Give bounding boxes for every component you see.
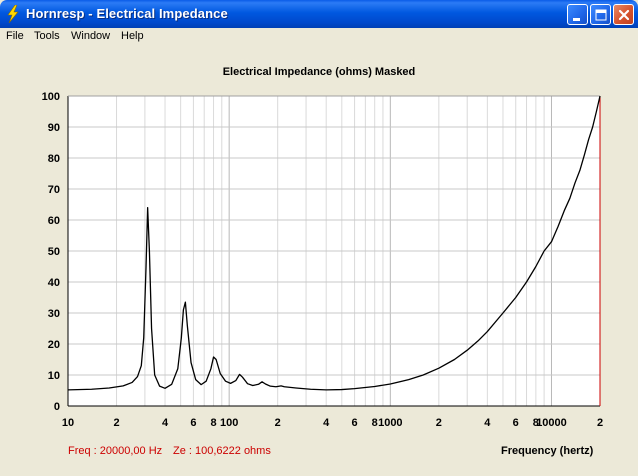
- x-tick-label: 6: [513, 417, 519, 429]
- lightning-bolt-icon: [7, 5, 19, 23]
- title-bar: Hornresp - Electrical Impedance: [0, 0, 638, 28]
- status-impedance: Ze : 100,6222 ohms: [173, 445, 271, 457]
- x-tick-label: 4: [323, 417, 330, 429]
- y-tick-label: 20: [48, 339, 60, 351]
- minimize-button[interactable]: [567, 4, 588, 25]
- x-tick-label: 2: [113, 417, 119, 429]
- y-tick-label: 90: [48, 122, 60, 134]
- x-tick-label: 2: [436, 417, 442, 429]
- x-tick-label: 10000: [536, 417, 567, 429]
- minimize-icon: [573, 18, 580, 21]
- menu-window[interactable]: Window: [71, 30, 111, 42]
- x-tick-label: 100: [220, 417, 238, 429]
- y-tick-label: 100: [42, 91, 60, 103]
- y-tick-label: 50: [48, 246, 60, 258]
- y-tick-label: 30: [48, 308, 60, 320]
- close-button[interactable]: [613, 4, 634, 25]
- y-tick-label: 40: [48, 277, 60, 289]
- menu-help[interactable]: Help: [121, 30, 144, 42]
- y-tick-label: 80: [48, 153, 60, 165]
- x-tick-label: 8: [533, 417, 539, 429]
- x-axis-label: Frequency (hertz): [501, 445, 594, 457]
- x-tick-label: 4: [162, 417, 169, 429]
- x-tick-label: 6: [352, 417, 358, 429]
- y-tick-label: 70: [48, 184, 60, 196]
- x-tick-label: 8: [372, 417, 378, 429]
- impedance-series-line: [67, 95, 601, 391]
- window-title: Hornresp - Electrical Impedance: [26, 6, 228, 21]
- x-tick-label: 2: [275, 417, 281, 429]
- menu-bar: File Tools Window Help: [0, 28, 638, 46]
- close-icon: [618, 9, 630, 21]
- status-frequency: Freq : 20000,00 Hz: [68, 445, 163, 457]
- x-tick-label: 2: [597, 417, 603, 429]
- y-tick-label: 10: [48, 370, 60, 382]
- x-tick-label: 4: [484, 417, 491, 429]
- y-tick-label: 60: [48, 215, 60, 227]
- maximize-button[interactable]: [590, 4, 611, 25]
- x-tick-label: 6: [190, 417, 196, 429]
- menu-tools[interactable]: Tools: [34, 30, 60, 42]
- x-tick-label: 10: [62, 417, 74, 429]
- x-tick-label: 1000: [378, 417, 402, 429]
- y-tick-label: 0: [54, 401, 60, 413]
- menu-file[interactable]: File: [6, 30, 24, 42]
- x-tick-label: 8: [210, 417, 216, 429]
- maximize-icon: [595, 9, 607, 21]
- chart-title: Electrical Impedance (ohms) Masked: [222, 66, 416, 78]
